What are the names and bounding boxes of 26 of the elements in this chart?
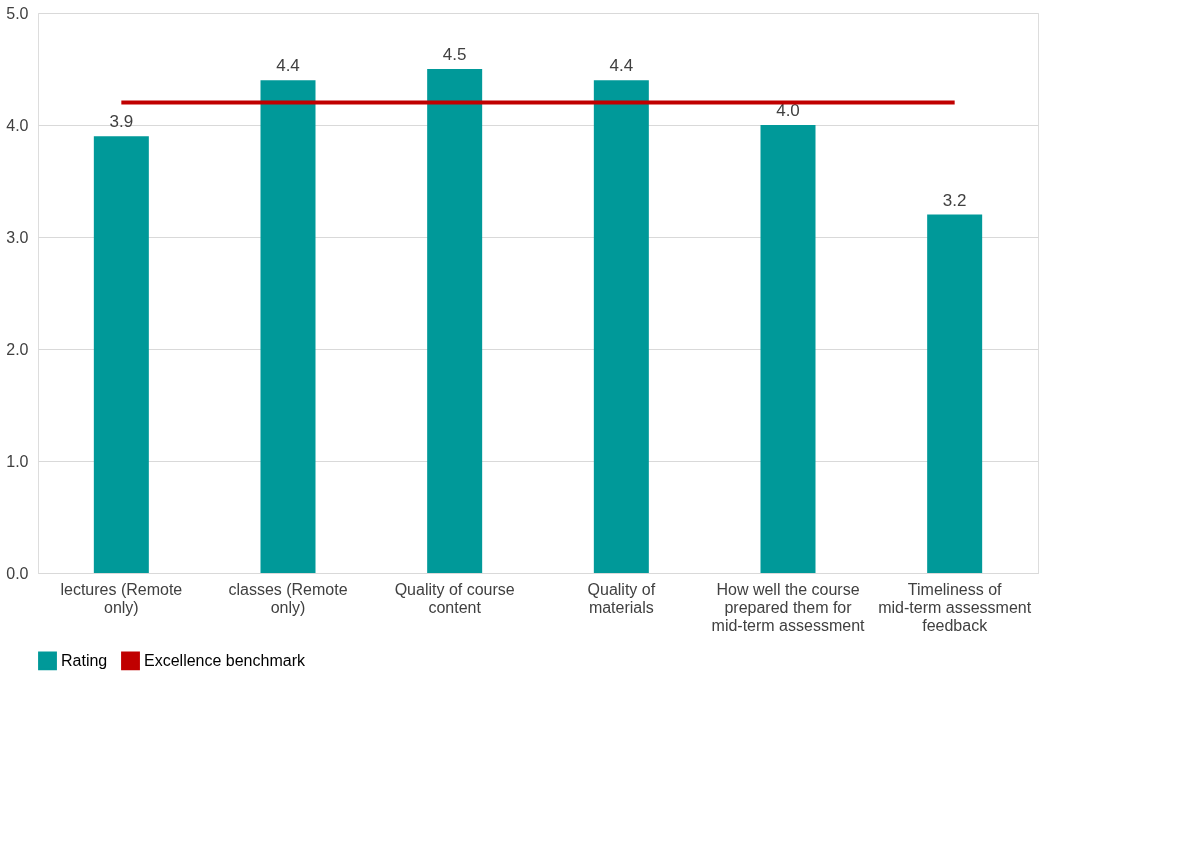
y-tick-label: 4.0 — [6, 116, 29, 134]
y-tick-label: 1.0 — [6, 452, 29, 470]
data-label: 3.9 — [109, 112, 134, 132]
data-label: 4.0 — [776, 101, 800, 120]
y-tick-label: 0.0 — [6, 564, 29, 582]
x-tick-label: Timeliness of mid-term assessment feedback — [878, 580, 1032, 634]
x-tick-label: classes (Remote only) — [228, 580, 348, 616]
x-tick-label: Quality of materials — [587, 580, 656, 616]
bar — [260, 80, 316, 573]
bar — [593, 80, 649, 573]
bar — [760, 125, 816, 573]
y-tick-label: 2.0 — [6, 340, 29, 358]
y-tick-label: 5.0 — [6, 4, 29, 22]
x-tick-label: lectures (Remote only) — [60, 580, 183, 616]
x-tick-label: Quality of course content — [394, 580, 515, 616]
data-label: 4.4 — [276, 56, 300, 76]
bar — [93, 136, 149, 573]
bar — [427, 69, 483, 573]
data-label: 3.2 — [942, 190, 967, 210]
data-label: 4.4 — [609, 56, 634, 76]
bar — [927, 214, 983, 573]
y-tick-label: 3.0 — [6, 228, 29, 246]
x-tick-label: How well the course prepared them for mid-term assessment — [711, 580, 866, 634]
data-label: 4.5 — [442, 45, 467, 64]
legend-label: Excellence benchmark — [144, 651, 306, 669]
legend-label: Rating — [61, 651, 108, 669]
